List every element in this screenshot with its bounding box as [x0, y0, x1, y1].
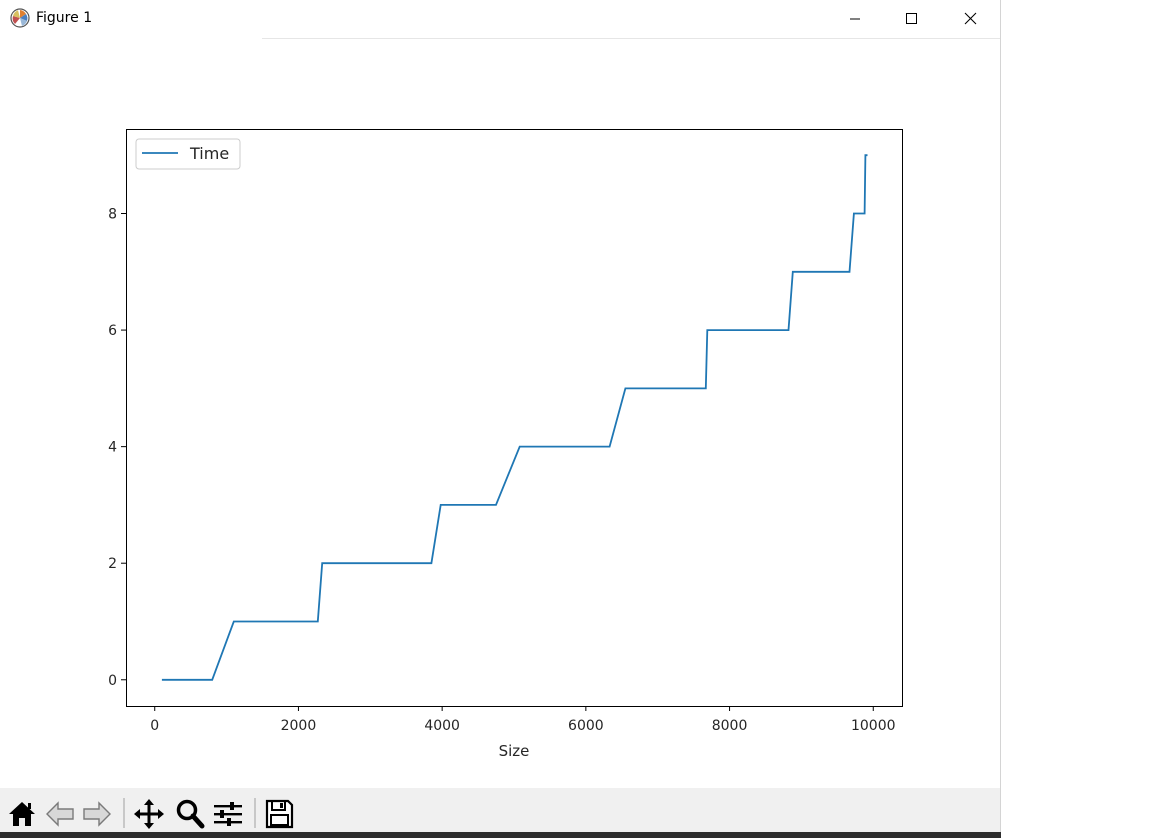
x-tick-label: 8000	[712, 718, 748, 734]
legend-label-time: Time	[189, 144, 229, 163]
y-tick-label: 6	[108, 323, 117, 339]
pan-button[interactable]	[132, 797, 166, 831]
toolbar-separator	[123, 798, 125, 828]
close-icon	[964, 12, 977, 25]
plot-canvas[interactable]: 0 2 4 6 8 0 2000 4000 6000 8000 10000 Size Time	[0, 39, 1000, 788]
legend-box	[135, 138, 241, 170]
axes-frame	[126, 129, 903, 707]
series-line-time	[161, 154, 868, 681]
zoom-button[interactable]	[173, 797, 207, 831]
y-tick-label: 0	[108, 673, 117, 689]
y-tick-label: 2	[108, 556, 117, 572]
maximize-icon	[906, 13, 917, 24]
x-tick-label: 0	[150, 718, 159, 734]
magnifier-icon	[176, 799, 205, 829]
arrow-right-icon	[83, 801, 111, 827]
sliders-icon	[214, 802, 242, 826]
x-tick-label: 10000	[851, 718, 896, 734]
move-icon	[134, 799, 164, 829]
y-axis: 0 2 4 6 8	[108, 207, 126, 689]
figure-window: Figure 1 0 2 4 6 8 0 2000 4000 6000 8000 10000 Si…	[0, 0, 1001, 838]
taskbar-strip	[0, 832, 1001, 838]
home-icon	[9, 802, 35, 826]
toolbar-separator	[254, 798, 256, 828]
forward-button[interactable]	[80, 797, 114, 831]
close-button[interactable]	[941, 0, 999, 38]
back-button[interactable]	[43, 797, 77, 831]
x-tick-label: 6000	[568, 718, 604, 734]
matplotlib-logo-icon	[10, 8, 30, 28]
configure-subplots-button[interactable]	[211, 797, 245, 831]
legend: Time	[135, 138, 241, 170]
y-tick-label: 8	[108, 207, 117, 223]
navigation-toolbar	[0, 788, 1000, 838]
x-tick-label: 2000	[281, 718, 317, 734]
arrow-left-icon	[46, 801, 74, 827]
x-tick-label: 4000	[424, 718, 460, 734]
home-button[interactable]	[5, 797, 39, 831]
title-bar[interactable]: Figure 1	[0, 0, 1000, 38]
window-title: Figure 1	[36, 10, 93, 26]
x-axis: 0 2000 4000 6000 8000 10000	[150, 706, 896, 734]
x-axis-label: Size	[499, 742, 530, 760]
maximize-button[interactable]	[882, 0, 940, 38]
save-button[interactable]	[262, 797, 296, 831]
floppy-icon	[265, 799, 294, 829]
minimize-button[interactable]	[826, 0, 884, 38]
y-tick-label: 4	[108, 440, 117, 456]
title-bar-divider	[262, 38, 1000, 39]
